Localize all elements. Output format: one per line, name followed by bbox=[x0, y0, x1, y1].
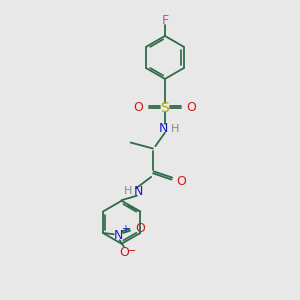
Text: +: + bbox=[121, 224, 129, 234]
Text: O: O bbox=[135, 222, 145, 235]
Text: −: − bbox=[126, 246, 136, 256]
Text: S: S bbox=[160, 100, 169, 115]
Text: H: H bbox=[171, 124, 179, 134]
Text: O: O bbox=[186, 101, 196, 114]
Text: O: O bbox=[134, 101, 144, 114]
Text: O: O bbox=[176, 175, 186, 188]
Text: O: O bbox=[119, 246, 129, 259]
Text: H: H bbox=[123, 186, 132, 196]
Text: N: N bbox=[159, 122, 168, 135]
Text: N: N bbox=[134, 185, 143, 198]
Text: F: F bbox=[161, 14, 169, 27]
Text: N: N bbox=[114, 229, 123, 242]
